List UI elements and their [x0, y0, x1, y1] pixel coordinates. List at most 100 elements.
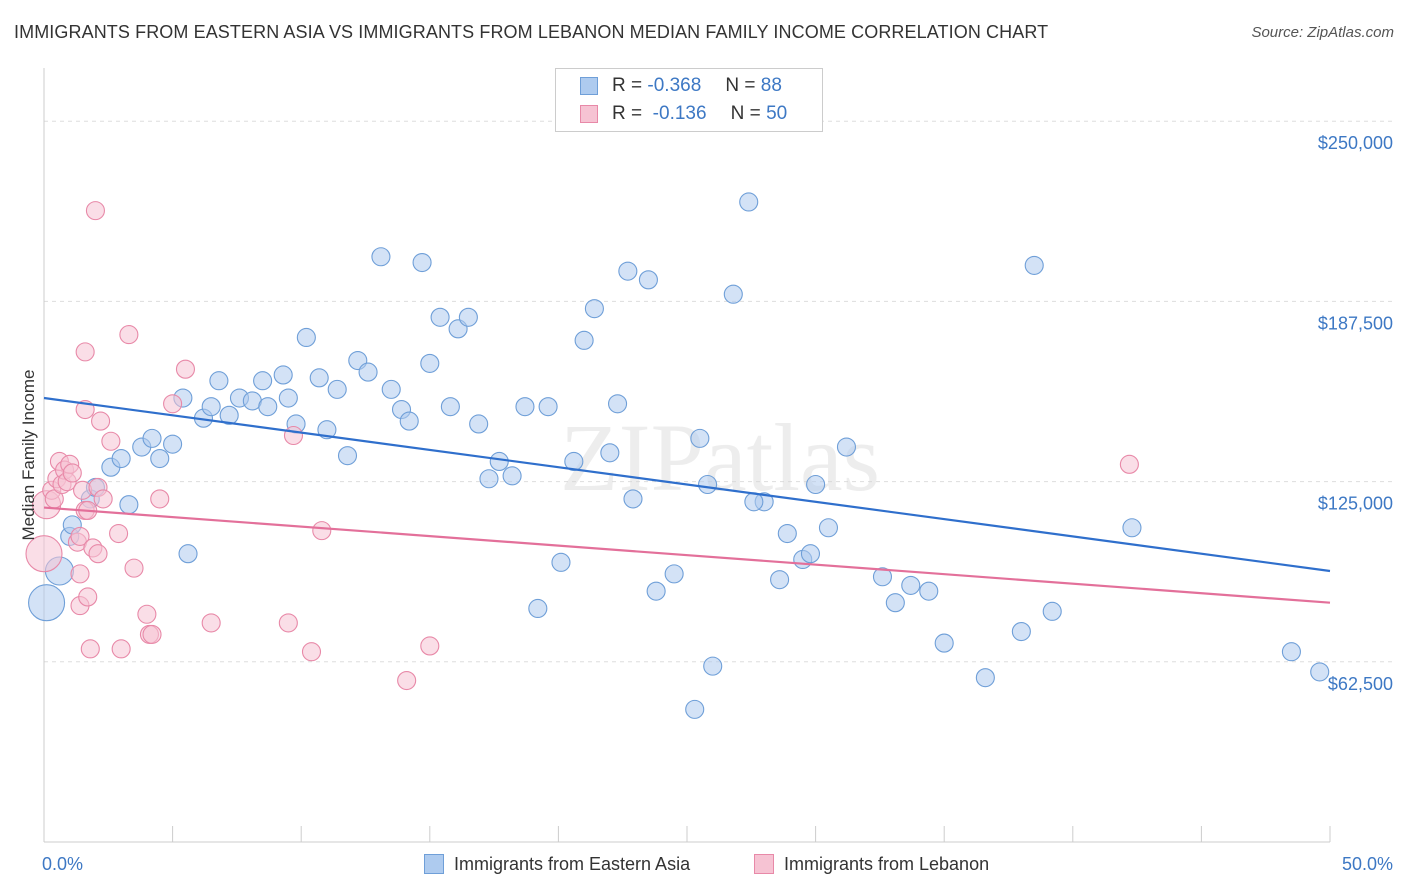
legend-n-label: N = [730, 103, 761, 124]
bottom-legend-swatch-blue [424, 854, 444, 874]
point-eastern-asia-12 [163, 434, 183, 454]
point-eastern-asia-16 [201, 397, 221, 417]
point-eastern-asia-43 [469, 414, 489, 434]
point-eastern-asia-77 [885, 593, 905, 613]
series-eastern-asia-points [28, 192, 1330, 719]
trend-lines [43, 396, 1331, 604]
point-lebanon-39 [201, 613, 221, 633]
point-lebanon-25 [91, 411, 111, 431]
point-eastern-asia-85 [1122, 518, 1142, 538]
point-eastern-asia-62 [698, 474, 718, 495]
legend-swatch-pink [580, 105, 598, 123]
point-lebanon-38 [175, 359, 196, 379]
point-eastern-asia-83 [1024, 255, 1044, 275]
point-lebanon-20 [78, 587, 98, 607]
bottom-legend-swatch-pink [754, 854, 774, 874]
point-lebanon-23 [85, 201, 105, 221]
point-eastern-asia-28 [317, 420, 337, 440]
point-eastern-asia-8 [119, 495, 139, 515]
legend-row-eastern-asia: R = -0.368 N = 88 [580, 75, 782, 97]
point-eastern-asia-17 [209, 371, 229, 391]
point-eastern-asia-63 [685, 699, 705, 719]
point-eastern-asia-10 [142, 428, 162, 448]
legend-r-value-2: -0.136 [652, 103, 707, 124]
x-tick-label-max: 50.0% [1342, 854, 1393, 874]
source-label: Source: ZipAtlas.com [1251, 24, 1394, 41]
point-lebanon-14 [70, 564, 90, 584]
point-eastern-asia-46 [502, 466, 522, 486]
bottom-legend-label-1: Immigrants from Eastern Asia [454, 853, 691, 874]
point-lebanon-45 [420, 636, 440, 656]
bottom-legend-eastern-asia: Immigrants from Eastern Asia [424, 852, 690, 876]
legend-r-label: R = [612, 103, 643, 124]
point-lebanon-32 [124, 558, 144, 578]
tick-labels: $62,500 $125,000 $187,500 $250,000 0.0% 50.0% [42, 133, 1393, 874]
point-lebanon-36 [150, 489, 170, 509]
point-lebanon-42 [301, 642, 322, 662]
point-eastern-asia-37 [412, 252, 432, 273]
point-lebanon-21 [80, 639, 100, 659]
point-eastern-asia-7 [111, 449, 131, 469]
point-eastern-asia-73 [806, 474, 826, 495]
point-eastern-asia-53 [584, 299, 604, 319]
chart-title: IMMIGRANTS FROM EASTERN ASIA VS IMMIGRAN… [14, 22, 1049, 42]
point-lebanon-46 [1119, 454, 1139, 474]
point-eastern-asia-24 [278, 388, 298, 408]
point-eastern-asia-34 [381, 379, 401, 399]
point-lebanon-29 [109, 523, 129, 544]
point-eastern-asia-70 [777, 523, 797, 544]
point-lebanon-41 [283, 425, 304, 446]
legend-row-lebanon: R = -0.136 N = 50 [580, 103, 787, 125]
point-lebanon-33 [137, 604, 157, 624]
point-eastern-asia-60 [664, 564, 684, 584]
point-eastern-asia-22 [258, 397, 278, 417]
point-eastern-asia-30 [337, 446, 358, 466]
point-eastern-asia-64 [703, 656, 723, 676]
point-eastern-asia-21 [253, 371, 273, 391]
point-lebanon-43 [312, 521, 332, 541]
point-eastern-asia-55 [608, 394, 628, 414]
legend-r-label: R = [612, 75, 643, 96]
point-lebanon-28 [101, 431, 121, 451]
point-eastern-asia-81 [975, 668, 995, 688]
point-eastern-asia-47 [515, 397, 535, 417]
y-tick-label-3: $250,000 [1318, 133, 1393, 153]
point-eastern-asia-84 [1042, 601, 1062, 621]
point-eastern-asia-52 [574, 330, 594, 350]
point-eastern-asia-40 [440, 397, 460, 417]
point-eastern-asia-39 [430, 307, 450, 327]
point-eastern-asia-82 [1011, 621, 1031, 642]
point-eastern-asia-76 [872, 567, 893, 587]
point-eastern-asia-26 [296, 327, 316, 348]
point-eastern-asia-75 [836, 437, 857, 457]
point-eastern-asia-54 [600, 443, 620, 463]
point-eastern-asia-72 [800, 544, 821, 564]
bottom-legend-label-2: Immigrants from Lebanon [784, 853, 990, 874]
point-eastern-asia-42 [458, 307, 478, 327]
trend-line-lebanon [43, 506, 1331, 604]
y-tick-label-1: $125,000 [1318, 494, 1393, 514]
x-tick-label-min: 0.0% [42, 854, 83, 874]
bottom-legend-lebanon: Immigrants from Lebanon [754, 852, 989, 876]
point-eastern-asia-11 [150, 449, 170, 469]
point-eastern-asia-79 [919, 581, 939, 601]
axes [43, 68, 1331, 843]
point-eastern-asia-74 [818, 518, 839, 538]
point-eastern-asia-61 [690, 428, 710, 448]
point-eastern-asia-65 [723, 284, 743, 304]
point-lebanon-13 [73, 480, 93, 500]
legend-n-value-2: 50 [766, 103, 788, 124]
y-tick-label-2: $187,500 [1318, 313, 1393, 333]
point-lebanon-31 [119, 325, 139, 345]
point-eastern-asia-36 [399, 411, 419, 431]
point-eastern-asia-59 [646, 581, 666, 601]
point-eastern-asia-58 [638, 270, 658, 290]
point-eastern-asia-68 [744, 492, 764, 512]
legend-swatch-blue [580, 77, 598, 95]
point-eastern-asia-86 [1281, 642, 1301, 662]
point-eastern-asia-27 [309, 368, 329, 388]
point-lebanon-35 [142, 624, 162, 644]
point-lebanon-0 [25, 535, 63, 573]
point-eastern-asia-23 [273, 365, 293, 385]
y-tick-label-0: $62,500 [1328, 674, 1393, 694]
